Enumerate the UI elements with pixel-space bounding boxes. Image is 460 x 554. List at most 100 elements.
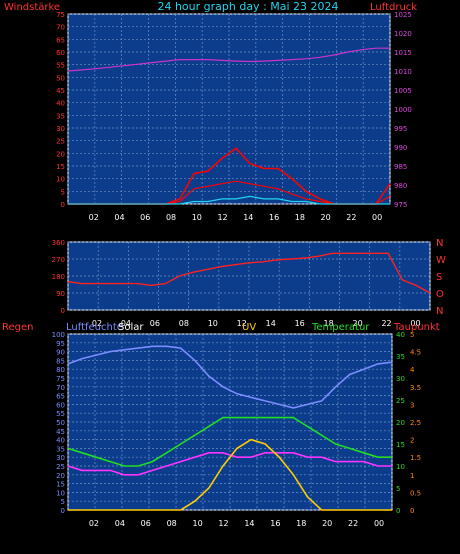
dew-axis-title: Taupunkt — [393, 322, 440, 333]
dir-left-axis-y-tick-label: 90 — [56, 290, 65, 298]
climate-panel-x-tick-label: 00 — [374, 519, 384, 528]
wind-panel-x-tick-label: 00 — [372, 213, 382, 222]
wind-left-axis-y-tick-label: 20 — [56, 150, 65, 158]
wind-panel-x-tick-label: 04 — [114, 213, 124, 222]
wind-panel-x-tick-label: 22 — [346, 213, 356, 222]
wind-panel-x-tick-label: 02 — [89, 213, 99, 222]
humid-left-axis-y-tick-label: 45 — [56, 428, 65, 436]
humid-left-axis-y-tick-label: 35 — [56, 445, 65, 453]
humid-left-axis-y-tick-label: 90 — [56, 349, 65, 357]
humid-left-axis-y-tick-label: 85 — [56, 357, 65, 365]
humid-left-axis-y-tick-label: 55 — [56, 410, 65, 418]
wind-panel-x-tick-label: 16 — [269, 213, 279, 222]
pressure-right-axis-y-tick-label: 980 — [394, 182, 407, 190]
temp-right-axis-y-tick-label: 5 — [396, 485, 400, 493]
pressure-right-axis-y-tick-label: 1010 — [394, 68, 412, 76]
wind-left-axis-y-tick-label: 65 — [56, 36, 65, 44]
humid-left-axis-y-tick-label: 25 — [56, 463, 65, 471]
series-uv-line — [68, 438, 392, 511]
dir-panel-x-tick-label: 04 — [121, 319, 131, 328]
dir-panel-x-tick-label: 22 — [381, 319, 391, 328]
dir-panel-x-tick-label: 08 — [179, 319, 189, 328]
pressure-right-axis-y-tick-label: 990 — [394, 144, 407, 152]
dew-right-axis-y-tick-label: 3 — [410, 401, 414, 409]
dew-right-axis-y-tick-label: 2 — [410, 437, 414, 445]
wind-panel-plot-area — [67, 13, 391, 205]
dir-panel-x-tick-label: 06 — [150, 319, 160, 328]
dir-panel-x-tick-label: 12 — [237, 319, 247, 328]
temp-right-axis-y-tick-label: 0 — [396, 507, 400, 515]
pressure-right-axis-y-tick-label: 1000 — [394, 106, 412, 114]
wind-left-axis-y-tick-label: 35 — [56, 112, 65, 120]
series-dew-line — [67, 451, 392, 476]
humid-left-axis-y-tick-label: 5 — [61, 498, 65, 506]
pressure-axis-title: Luftdruck — [370, 2, 417, 13]
humid-left-axis-y-tick-label: 80 — [56, 366, 65, 374]
dir-compass-label: W — [436, 255, 446, 266]
rain-axis-title: Regen — [2, 322, 34, 333]
dir-panel-x-tick-label: 18 — [324, 319, 334, 328]
pressure-right-axis-y-tick-label: 1005 — [394, 87, 412, 95]
chart-title: 24 hour graph day : Mai 23 2024 — [157, 0, 338, 13]
climate-panel-x-tick-label: 02 — [89, 519, 99, 528]
humid-left-axis-y-tick-label: 40 — [56, 437, 65, 445]
humid-left-axis-y-tick-label: 100 — [52, 331, 65, 339]
wind-left-axis-y-tick-label: 75 — [56, 11, 65, 19]
dew-right-axis-y-tick-label: 1 — [410, 472, 414, 480]
humid-left-axis-y-tick-label: 50 — [56, 419, 65, 427]
temp-right-axis-y-tick-label: 35 — [396, 353, 405, 361]
wind-left-axis-y-tick-label: 15 — [56, 163, 65, 171]
series-pressure-line — [67, 47, 390, 72]
wind-left-axis-y-tick-label: 10 — [56, 176, 65, 184]
climate-panel-x-tick-label: 22 — [348, 519, 358, 528]
temp-right-axis-y-tick-label: 10 — [396, 463, 405, 471]
wind-left-axis-y-tick-label: 25 — [56, 138, 65, 146]
wind-axis-title: Windstärke — [4, 2, 60, 13]
humid-left-axis-y-tick-label: 65 — [56, 393, 65, 401]
humid-left-axis-y-tick-label: 0 — [61, 507, 65, 515]
wind-panel-x-tick-label: 20 — [321, 213, 331, 222]
wind-panel-x-tick-label: 06 — [140, 213, 150, 222]
climate-panel-x-tick-label: 12 — [218, 519, 228, 528]
humid-left-axis-y-tick-label: 60 — [56, 401, 65, 409]
humid-left-axis-y-tick-label: 15 — [56, 481, 65, 489]
dew-right-axis-y-tick-label: 5 — [410, 331, 414, 339]
series-avg-line — [68, 195, 390, 205]
dew-right-axis-y-tick-label: 0.5 — [410, 489, 421, 497]
temp-right-axis-y-tick-label: 40 — [396, 331, 405, 339]
dir-panel-x-tick-label: 20 — [353, 319, 363, 328]
climate-panel-x-tick-label: 18 — [296, 519, 306, 528]
temp-right-axis-y-tick-label: 25 — [396, 397, 405, 405]
wind-panel-x-tick-label: 12 — [217, 213, 227, 222]
climate-panel-x-tick-label: 10 — [193, 519, 203, 528]
dir-compass-label: N — [436, 306, 443, 317]
dew-right-axis-y-tick-label: 4 — [410, 366, 415, 374]
pressure-right-axis-y-tick-label: 1020 — [394, 30, 412, 38]
wind-panel-x-tick-label: 14 — [243, 213, 253, 222]
dir-panel-x-tick-label: 00 — [410, 319, 420, 328]
series-direction-line — [67, 252, 431, 294]
climate-panel-x-tick-label: 06 — [141, 519, 151, 528]
wind-left-axis-y-tick-label: 40 — [56, 100, 65, 108]
dir-left-axis-y-tick-label: 180 — [52, 273, 65, 281]
dew-right-axis-y-tick-label: 4.5 — [410, 349, 421, 357]
pressure-right-axis-y-tick-label: 985 — [394, 163, 407, 171]
wind-panel-x-tick-label: 08 — [166, 213, 176, 222]
climate-panel-x-tick-label: 14 — [244, 519, 254, 528]
dir-left-axis-y-tick-label: 270 — [52, 256, 65, 264]
wind-left-axis-y-tick-label: 60 — [56, 49, 65, 57]
uv-axis-title: UV — [242, 322, 256, 333]
wind-left-axis-y-tick-label: 45 — [56, 87, 65, 95]
pressure-right-axis-y-tick-label: 1015 — [394, 49, 412, 57]
humid-axis-title: Luftfeuchte — [66, 322, 123, 333]
dir-left-axis-y-tick-label: 360 — [52, 239, 65, 247]
wind-left-axis-y-tick-label: 0 — [61, 201, 65, 209]
climate-panel-x-tick-label: 16 — [270, 519, 280, 528]
dew-right-axis-y-tick-label: 0 — [410, 507, 414, 515]
wind-panel-x-tick-label: 18 — [295, 213, 305, 222]
climate-panel-x-tick-label: 08 — [167, 519, 177, 528]
wind-left-axis-y-tick-label: 30 — [56, 125, 65, 133]
dir-panel-x-tick-label: 10 — [208, 319, 218, 328]
humid-left-axis-y-tick-label: 75 — [56, 375, 65, 383]
temp-right-axis-y-tick-label: 20 — [396, 419, 405, 427]
